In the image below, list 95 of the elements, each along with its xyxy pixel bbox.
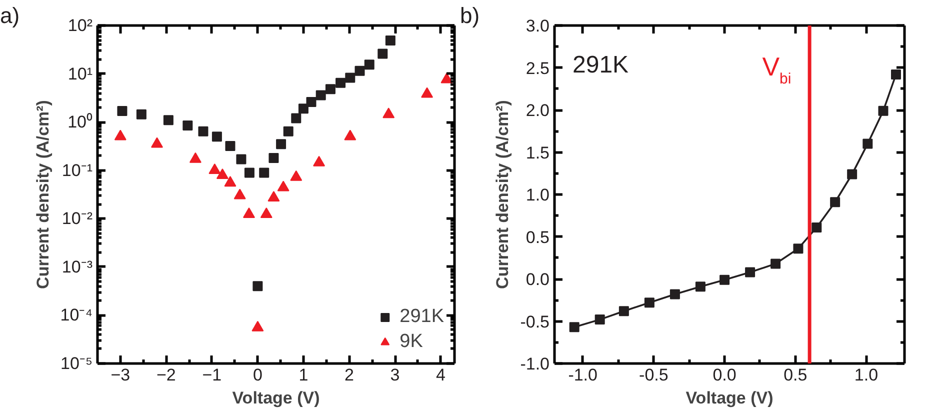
point — [644, 298, 654, 308]
point — [290, 170, 302, 181]
point — [354, 66, 365, 76]
point — [283, 126, 294, 136]
legend-label: 291K — [400, 306, 444, 328]
point — [812, 222, 822, 232]
point — [313, 156, 326, 166]
point — [224, 176, 236, 187]
text: a) — [0, 2, 20, 30]
point — [364, 60, 374, 70]
x-tick-label: −3 — [110, 366, 130, 384]
point — [891, 70, 901, 80]
point — [163, 115, 174, 126]
point — [862, 138, 873, 149]
point — [242, 207, 255, 218]
point — [382, 108, 395, 118]
x-tick-label: 0.5 — [784, 366, 808, 384]
point — [830, 197, 840, 208]
x-tick-label: 0.0 — [712, 366, 736, 384]
point — [268, 153, 279, 164]
point — [151, 137, 163, 148]
point — [212, 132, 222, 142]
y-tick-label: 3.0 — [526, 16, 550, 36]
point — [182, 120, 193, 130]
y-tick-label: 2.5 — [526, 58, 550, 78]
point — [306, 97, 316, 108]
point — [618, 306, 629, 316]
annotation: 291K — [572, 52, 629, 78]
point — [745, 267, 756, 278]
point — [345, 72, 356, 83]
x-tick-label: -0.5 — [639, 366, 668, 384]
point — [277, 180, 290, 192]
x-tick-label: 4 — [436, 366, 446, 384]
y-axis-title: Current density (A/cm²) — [33, 100, 52, 289]
point — [695, 282, 706, 292]
y-tick-label: 10⁻⁵ — [60, 354, 93, 373]
y-tick-label: 10² — [68, 16, 93, 35]
y-tick-label: 10⁻¹ — [62, 160, 93, 180]
point — [421, 87, 434, 98]
x-tick-label: −1 — [202, 366, 222, 384]
point — [234, 188, 246, 200]
y-tick-label: 0.5 — [526, 228, 550, 247]
y-axis-title: Current density (A/cm²) — [493, 100, 512, 289]
point — [259, 168, 270, 178]
x-tick-label: 0 — [252, 366, 262, 384]
y-tick-label: 10⁻² — [62, 209, 93, 228]
point — [378, 48, 388, 59]
y-tick-label: -0.5 — [520, 312, 550, 332]
point — [260, 207, 272, 218]
point — [344, 130, 356, 140]
y-tick-label: 10¹ — [68, 64, 93, 84]
x-tick-label: −2 — [156, 366, 176, 384]
legend-label: 9K — [400, 331, 423, 353]
point — [136, 109, 146, 120]
point — [114, 130, 126, 140]
x-tick-label: 1.0 — [854, 366, 878, 384]
point — [189, 152, 202, 163]
point — [244, 168, 254, 178]
point — [298, 104, 308, 114]
y-tick-label: 10⁻⁴ — [60, 306, 93, 325]
point — [117, 106, 128, 116]
point — [325, 84, 336, 94]
point — [793, 244, 804, 254]
point — [336, 78, 346, 88]
point — [198, 126, 208, 136]
y-tick-label: 10⁰ — [68, 112, 93, 132]
point — [268, 190, 280, 202]
x-axis-title: Voltage (V) — [232, 388, 320, 408]
x-axis-title: Voltage (V) — [686, 388, 774, 408]
point — [216, 168, 228, 179]
point — [847, 169, 858, 180]
text: b) — [460, 2, 480, 30]
x-tick-label: -1.0 — [568, 366, 598, 384]
x-tick-label: 3 — [390, 366, 400, 384]
point — [670, 289, 680, 300]
point — [236, 154, 246, 164]
point — [276, 139, 286, 150]
point — [225, 140, 236, 151]
point — [252, 320, 264, 332]
point — [316, 90, 326, 100]
y-tick-label: 0.0 — [526, 270, 550, 289]
point — [878, 106, 888, 116]
point — [770, 258, 781, 269]
point — [291, 113, 302, 124]
point — [569, 322, 580, 332]
y-tick-label: 2.0 — [526, 101, 550, 120]
x-tick-label: 2 — [344, 366, 354, 384]
y-tick-label: 1.0 — [526, 186, 550, 204]
y-tick-label: 10⁻³ — [62, 257, 93, 276]
x-tick-label: 1 — [298, 366, 308, 384]
y-tick-label: 1.5 — [526, 143, 550, 162]
point — [208, 164, 221, 174]
point — [720, 274, 730, 285]
point — [594, 314, 605, 325]
point — [385, 35, 396, 46]
